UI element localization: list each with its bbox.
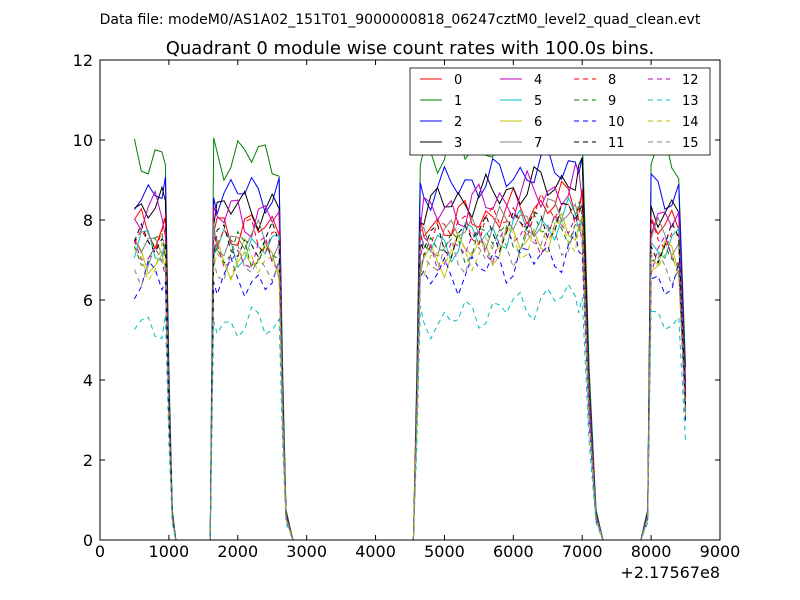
series-layer xyxy=(134,105,685,540)
legend-label: 0 xyxy=(454,73,462,88)
x-tick-label: 9000 xyxy=(700,542,741,561)
series-line-6 xyxy=(134,214,685,541)
legend-label: 1 xyxy=(454,94,462,109)
x-tick-label: 7000 xyxy=(562,542,603,561)
x-tick-label: 8000 xyxy=(631,542,672,561)
series-line-13 xyxy=(134,284,685,540)
series-line-2 xyxy=(134,148,685,540)
legend-label: 8 xyxy=(608,73,616,88)
y-tick-label: 8 xyxy=(83,211,93,230)
x-tick-label: 3000 xyxy=(286,542,327,561)
figure: Data file: modeM0/AS1A02_151T01_90000008… xyxy=(0,0,800,600)
legend-label: 14 xyxy=(682,115,699,130)
legend-label: 6 xyxy=(534,115,542,130)
series-line-1 xyxy=(134,105,685,540)
legend-label: 11 xyxy=(608,136,625,151)
series-line-12 xyxy=(134,215,685,540)
y-tick-label: 2 xyxy=(83,451,93,470)
y-tick-label: 4 xyxy=(83,371,93,390)
legend-label: 9 xyxy=(608,94,616,109)
series-line-0 xyxy=(134,182,685,541)
x-offset-label: +2.17567e8 xyxy=(620,563,720,582)
chart-title: Quadrant 0 module wise count rates with … xyxy=(166,38,655,59)
x-tick-label: 6000 xyxy=(493,542,534,561)
legend-label: 10 xyxy=(608,115,625,130)
y-tick-label: 6 xyxy=(83,291,93,310)
series-line-14 xyxy=(134,215,685,540)
series-line-4 xyxy=(134,164,685,540)
legend-label: 2 xyxy=(454,115,462,130)
y-tick-label: 0 xyxy=(83,531,93,550)
x-tick-label: 1000 xyxy=(149,542,190,561)
y-tick-label: 10 xyxy=(73,131,93,150)
legend-label: 12 xyxy=(682,73,699,88)
x-tick-label: 5000 xyxy=(424,542,465,561)
data-file-label: Data file: modeM0/AS1A02_151T01_90000008… xyxy=(100,12,701,28)
legend-label: 15 xyxy=(682,136,699,151)
x-tick-label: 2000 xyxy=(217,542,258,561)
x-tick-label: 4000 xyxy=(355,542,396,561)
series-line-15 xyxy=(134,225,685,540)
series-line-7 xyxy=(134,199,685,540)
legend-label: 13 xyxy=(682,94,699,109)
legend-label: 5 xyxy=(534,94,542,109)
legend-label: 7 xyxy=(534,136,542,151)
y-tick-label: 12 xyxy=(73,51,93,70)
x-tick-label: 0 xyxy=(95,542,105,561)
legend-label: 3 xyxy=(454,136,462,151)
series-line-10 xyxy=(134,233,685,540)
legend-label: 4 xyxy=(534,73,542,88)
